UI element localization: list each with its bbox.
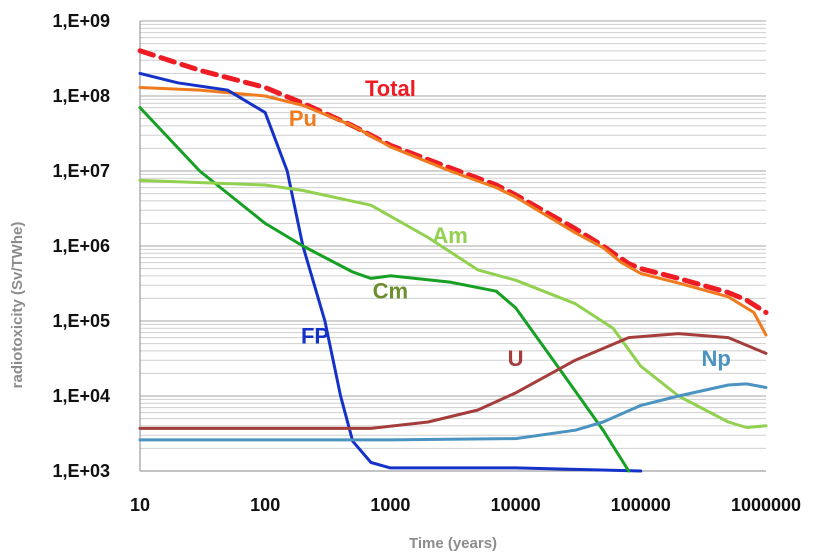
y-tick-label: 1,E+04 (52, 386, 110, 406)
x-axis-title: Time (years) (409, 535, 497, 552)
series-label-am: Am (432, 223, 467, 248)
x-tick-label: 100 (250, 495, 280, 515)
series-line-total (137, 48, 769, 315)
x-tick-label: 1000000 (731, 495, 801, 515)
series-line-np (138, 382, 768, 442)
x-tick-label: 10000 (491, 495, 541, 515)
y-tick-label: 1,E+08 (52, 86, 110, 106)
series-label-total: Total (365, 76, 416, 101)
y-tick-label: 1,E+07 (52, 161, 110, 181)
series-labels: Total Pu Am Cm FP U Np (289, 76, 731, 371)
series-label-u: U (508, 346, 524, 371)
axes: 1,E+03 1,E+04 1,E+05 1,E+06 1,E+07 1,E+08 1,E+… (52, 11, 801, 515)
series-label-np: Np (702, 346, 731, 371)
series-line-u (138, 332, 768, 430)
grid-lines (140, 20, 766, 472)
y-tick-label: 1,E+06 (52, 236, 110, 256)
series-line-pu (138, 86, 768, 337)
y-tick-label: 1,E+03 (52, 461, 110, 481)
y-axis-title: radiotoxicity (Sv/TWhe) (9, 222, 26, 389)
x-tick-label: 10 (130, 495, 150, 515)
y-tick-label: 1,E+09 (52, 11, 110, 31)
series-label-pu: Pu (289, 106, 317, 131)
series-line-fp (138, 71, 643, 473)
series-label-cm: Cm (373, 278, 408, 303)
series-line-am (138, 178, 768, 429)
x-tick-label: 1000 (370, 495, 410, 515)
series-lines (137, 48, 769, 473)
series-label-fp: FP (301, 324, 329, 349)
series-line-cm (138, 106, 631, 473)
x-tick-label: 100000 (611, 495, 671, 515)
y-tick-label: 1,E+05 (52, 311, 110, 331)
